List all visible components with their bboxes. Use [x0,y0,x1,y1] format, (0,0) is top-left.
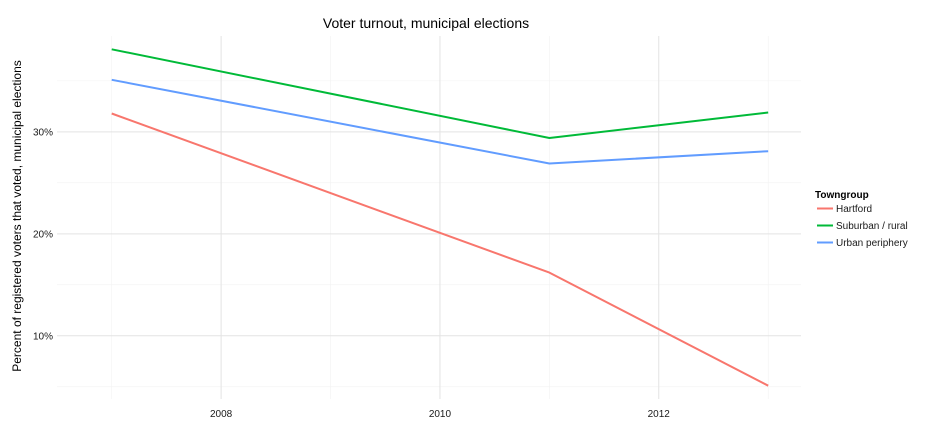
y-axis-title: Percent of registered voters that voted,… [10,60,24,372]
y-tick-label: 20% [33,229,53,240]
grid [57,36,801,399]
series-lines [111,48,769,387]
series-line-1 [111,48,769,139]
y-tick-label: 10% [33,331,53,342]
legend: Towngroup Hartford Suburban / rural Urban … [815,190,908,249]
x-tick-label: 2010 [429,409,452,420]
legend-label: Urban periphery [836,238,908,249]
y-tick-label: 30% [33,127,53,138]
legend-label: Hartford [836,204,872,215]
chart-title: Voter turnout, municipal elections [323,15,529,31]
series-line-2 [111,78,769,165]
axis-ticks: 2008 2010 2012 10% 20% 30% [33,127,670,420]
legend-title: Towngroup [815,190,869,201]
x-tick-label: 2012 [648,409,671,420]
legend-label: Suburban / rural [836,221,908,232]
series-line-0 [111,112,769,387]
x-tick-label: 2008 [210,409,233,420]
